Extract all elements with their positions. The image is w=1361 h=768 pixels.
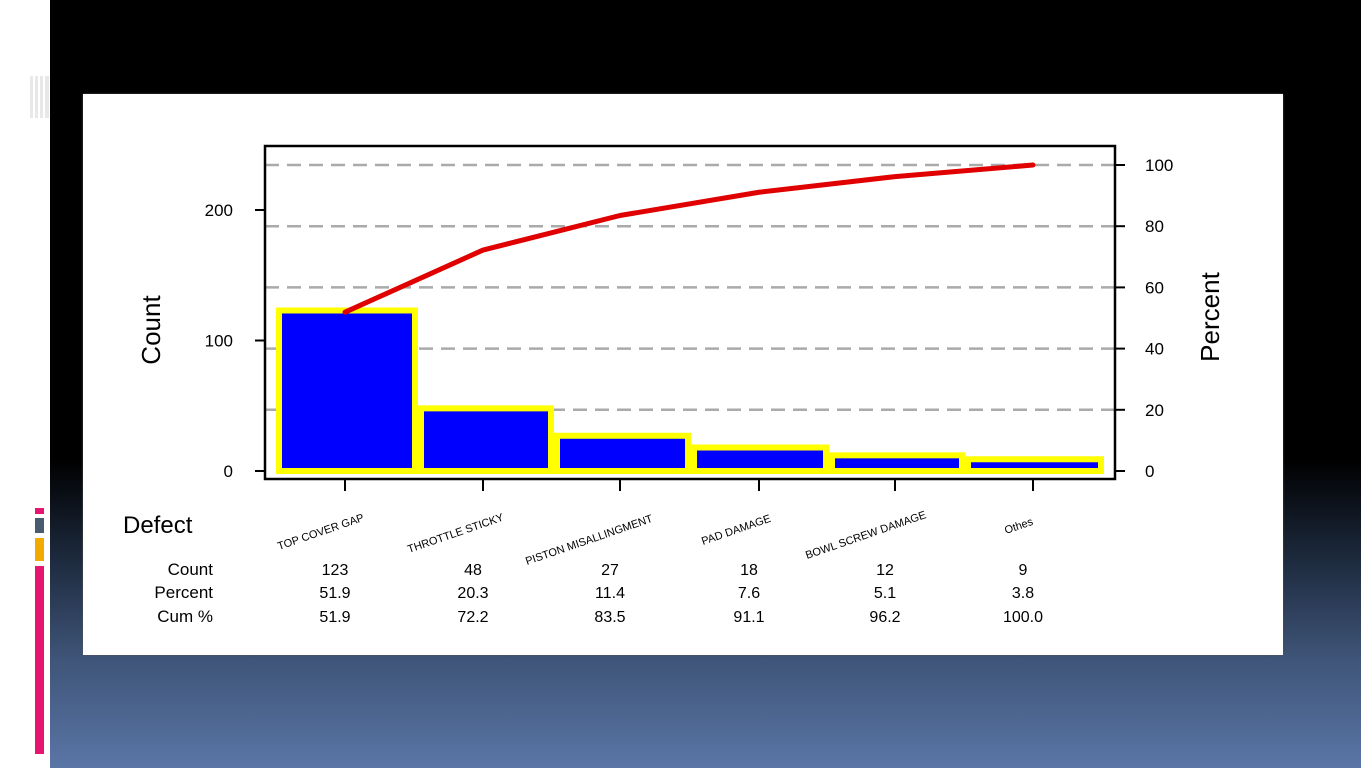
table-row-label-1: Percent [154, 583, 213, 602]
table-cell-1-2: 11.4 [595, 585, 625, 602]
bar-3 [691, 444, 829, 475]
x-axis-label: Defect [123, 512, 193, 539]
y-right-tick-label-100: 100 [1145, 156, 1173, 175]
y-left-tick-label-0: 0 [224, 462, 233, 481]
accent-bar-2 [35, 518, 44, 533]
plot-frame [263, 144, 1117, 481]
table-cell-1-3: 7.6 [738, 585, 760, 602]
bar-5 [965, 456, 1104, 475]
y-right-tick-label-80: 80 [1145, 217, 1164, 236]
table-cell-2-1: 72.2 [457, 609, 488, 626]
category-label-0: TOP COVER GAP [276, 512, 366, 553]
y-axis-left-label: Count [136, 295, 166, 365]
table-cell-0-1: 48 [464, 562, 482, 579]
y-left-tick-label-100: 100 [205, 332, 233, 351]
category-label-2: PISTON MISALLINGMENT [524, 513, 655, 568]
pareto-chart: 0 100 200 0 20 40 60 80 100 Count Percent Defect… [123, 144, 1225, 626]
y-left-tick-label-200: 200 [205, 201, 233, 220]
category-label-3: PAD DAMAGE [700, 513, 772, 548]
table-cell-1-5: 3.8 [1012, 585, 1034, 602]
category-label-1: THROTTLE STICKY [406, 511, 506, 555]
accent-bar-3 [35, 538, 44, 561]
table-cell-0-5: 9 [1019, 562, 1028, 579]
category-label-5: Othes [1003, 516, 1035, 537]
category-label-4: BOWL SCREW DAMAGE [804, 509, 928, 562]
accent-bar-1 [35, 508, 44, 514]
table-cell-2-3: 91.1 [733, 609, 764, 626]
bar-2 [554, 432, 691, 475]
table-cell-1-0: 51.9 [319, 585, 350, 602]
cumulative-percent-line [342, 162, 1036, 315]
table-cell-0-3: 18 [740, 562, 758, 579]
bar-4 [829, 452, 965, 474]
table-cell-2-5: 100.0 [1003, 609, 1043, 626]
table-cell-0-2: 27 [601, 562, 619, 579]
bar-1 [418, 405, 554, 474]
table-row-label-0: Count [168, 560, 214, 579]
table-cell-2-4: 96.2 [869, 609, 900, 626]
table-row-label-2: Cum % [157, 607, 213, 626]
pareto-chart-panel: 0 100 200 0 20 40 60 80 100 Count Percent Defect… [83, 94, 1283, 655]
y-right-tick-label-60: 60 [1145, 278, 1164, 297]
table-cell-2-2: 83.5 [594, 609, 625, 626]
y-right-tick-label-20: 20 [1145, 401, 1164, 420]
y-axis-right-label: Percent [1195, 271, 1225, 361]
slide-decoration-lines [30, 76, 50, 118]
table-cell-0-0: 123 [322, 562, 349, 579]
table-cell-1-1: 20.3 [457, 585, 488, 602]
accent-bar-4 [35, 566, 44, 754]
table-cell-0-4: 12 [876, 562, 894, 579]
table-cell-2-0: 51.9 [319, 609, 350, 626]
y-right-tick-label-40: 40 [1145, 340, 1164, 359]
bar-0 [276, 307, 418, 474]
table-cell-1-4: 5.1 [874, 585, 896, 602]
y-right-tick-label-0: 0 [1145, 462, 1154, 481]
